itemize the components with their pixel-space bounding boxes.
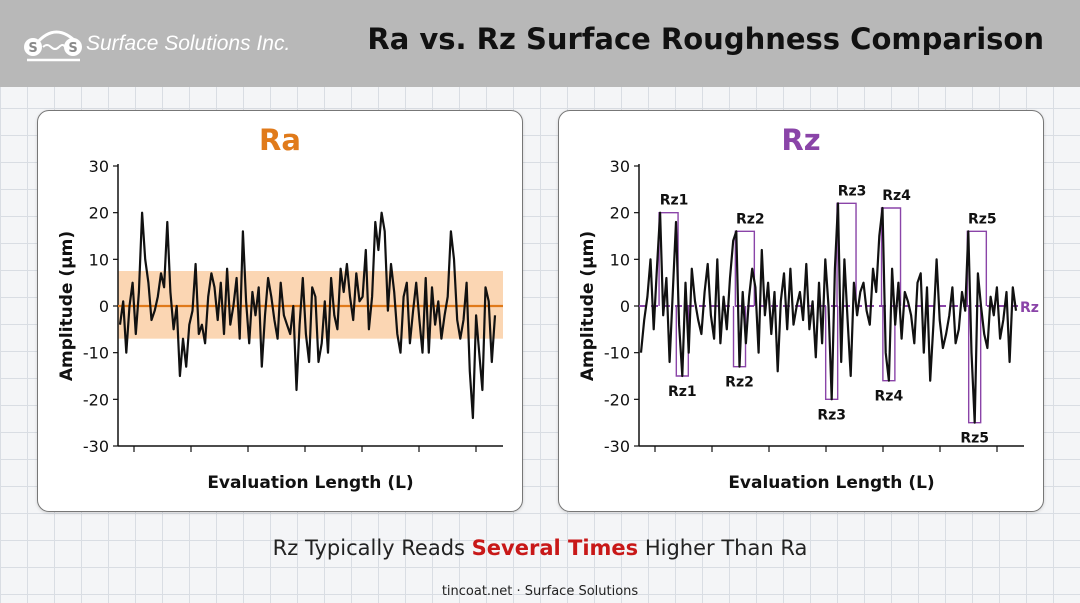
y-tick-label: -30	[604, 437, 630, 456]
y-tick-label: 0	[620, 297, 630, 316]
mean-line-label: Rz	[1020, 300, 1039, 316]
rz-chart-panel: Rz 30 20 10 0 -10 -20 -30 Evaluation Length (L)…	[558, 110, 1044, 512]
logo-letter-left: S	[28, 41, 37, 56]
logo-wave	[42, 44, 66, 50]
ra-chart-title: Ra	[259, 123, 301, 157]
logo-letter-right: S	[68, 41, 77, 56]
y-tick-label: -10	[604, 344, 630, 363]
x-axis-label: Evaluation Length (L)	[207, 473, 413, 493]
y-tick-label: 10	[610, 250, 630, 269]
y-tick-label: 30	[610, 157, 630, 176]
peak-label: Rz5	[968, 211, 997, 227]
caption-end: Higher Than Ra	[638, 536, 808, 560]
y-tick-label: 10	[89, 250, 109, 269]
valley-label: Rz5	[960, 431, 989, 447]
header-bar: S S Surface Solutions Inc. Ra vs. Rz Sur…	[0, 0, 1080, 87]
y-tick-label: -10	[83, 344, 109, 363]
company-logo: S S	[24, 30, 82, 62]
logo-badge-left	[24, 38, 42, 56]
page-title: Ra vs. Rz Surface Roughness Comparison	[367, 22, 1044, 56]
y-tick-label: 20	[610, 204, 630, 223]
comparison-caption: Rz Typically Reads Several Times Higher …	[0, 536, 1080, 560]
caption-start: Rz Typically Reads	[272, 536, 472, 560]
peak-label: Rz3	[838, 183, 867, 199]
y-axis-label: Amplitude (µm)	[57, 231, 77, 381]
y-tick-label: -30	[83, 437, 109, 456]
y-tick-label: -20	[604, 390, 630, 409]
valley-label: Rz2	[725, 375, 754, 391]
peak-label: Rz4	[882, 188, 911, 204]
valley-label: Rz1	[668, 384, 697, 400]
peak-label: Rz2	[736, 211, 765, 227]
peak-label: Rz1	[660, 193, 689, 209]
ra-chart: 30 20 10 0 -10 -20 -30 Evaluation Length (L) Amp…	[57, 157, 503, 493]
y-tick-label: 20	[89, 204, 109, 223]
profile-line	[639, 202, 1018, 424]
rz-chart-title: Rz	[781, 123, 821, 157]
ra-chart-panel: Ra 30 20 10 0 -10 -20 -30 Evaluation Length (L)…	[37, 110, 523, 512]
profile-line	[118, 211, 497, 420]
y-tick-label: 30	[89, 157, 109, 176]
valley-label: Rz3	[817, 407, 846, 423]
x-axis-label: Evaluation Length (L)	[728, 473, 934, 493]
footer-credit: tincoat.net · Surface Solutions	[441, 584, 639, 599]
valley-label: Rz4	[875, 389, 904, 405]
peak-bracket	[880, 207, 902, 306]
company-name: Surface Solutions Inc.	[86, 32, 291, 55]
y-axis-label: Amplitude (µm)	[578, 231, 598, 381]
caption-highlight: Several Times	[471, 536, 639, 560]
logo-badge-right	[64, 38, 82, 56]
peak-bracket	[836, 202, 857, 306]
rz-chart: 30 20 10 0 -10 -20 -30 Evaluation Length (L) Amp…	[578, 157, 1039, 493]
y-tick-label: -20	[83, 390, 109, 409]
peak-bracket	[734, 230, 756, 306]
y-tick-label: 0	[99, 297, 109, 316]
